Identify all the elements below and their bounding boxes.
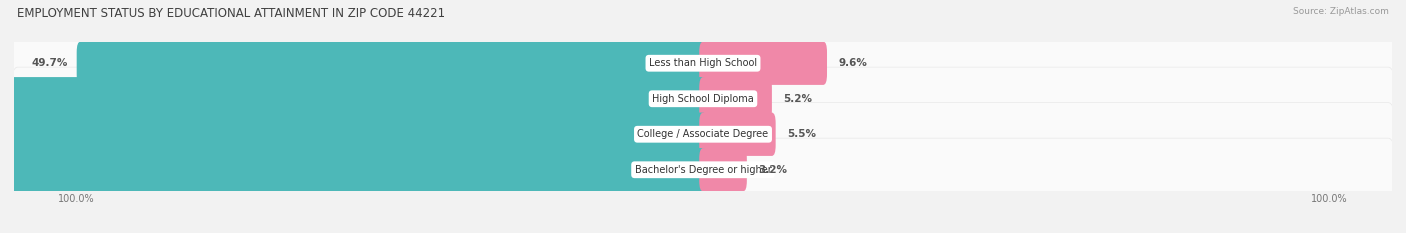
Text: 5.2%: 5.2% [783,94,813,104]
FancyBboxPatch shape [699,113,776,156]
FancyBboxPatch shape [699,77,772,120]
FancyBboxPatch shape [0,77,707,120]
FancyBboxPatch shape [0,148,707,192]
FancyBboxPatch shape [11,67,1395,130]
Text: High School Diploma: High School Diploma [652,94,754,104]
Text: Less than High School: Less than High School [650,58,756,68]
FancyBboxPatch shape [11,32,1395,95]
Text: 49.7%: 49.7% [31,58,67,68]
FancyBboxPatch shape [11,138,1395,201]
FancyBboxPatch shape [77,41,707,85]
FancyBboxPatch shape [699,41,827,85]
Text: 5.5%: 5.5% [787,129,815,139]
Text: Bachelor's Degree or higher: Bachelor's Degree or higher [634,165,772,175]
FancyBboxPatch shape [11,103,1395,166]
Text: 9.6%: 9.6% [838,58,868,68]
FancyBboxPatch shape [699,148,747,192]
Text: 3.2%: 3.2% [758,165,787,175]
Text: Source: ZipAtlas.com: Source: ZipAtlas.com [1294,7,1389,16]
Text: College / Associate Degree: College / Associate Degree [637,129,769,139]
FancyBboxPatch shape [0,113,707,156]
Text: EMPLOYMENT STATUS BY EDUCATIONAL ATTAINMENT IN ZIP CODE 44221: EMPLOYMENT STATUS BY EDUCATIONAL ATTAINM… [17,7,444,20]
